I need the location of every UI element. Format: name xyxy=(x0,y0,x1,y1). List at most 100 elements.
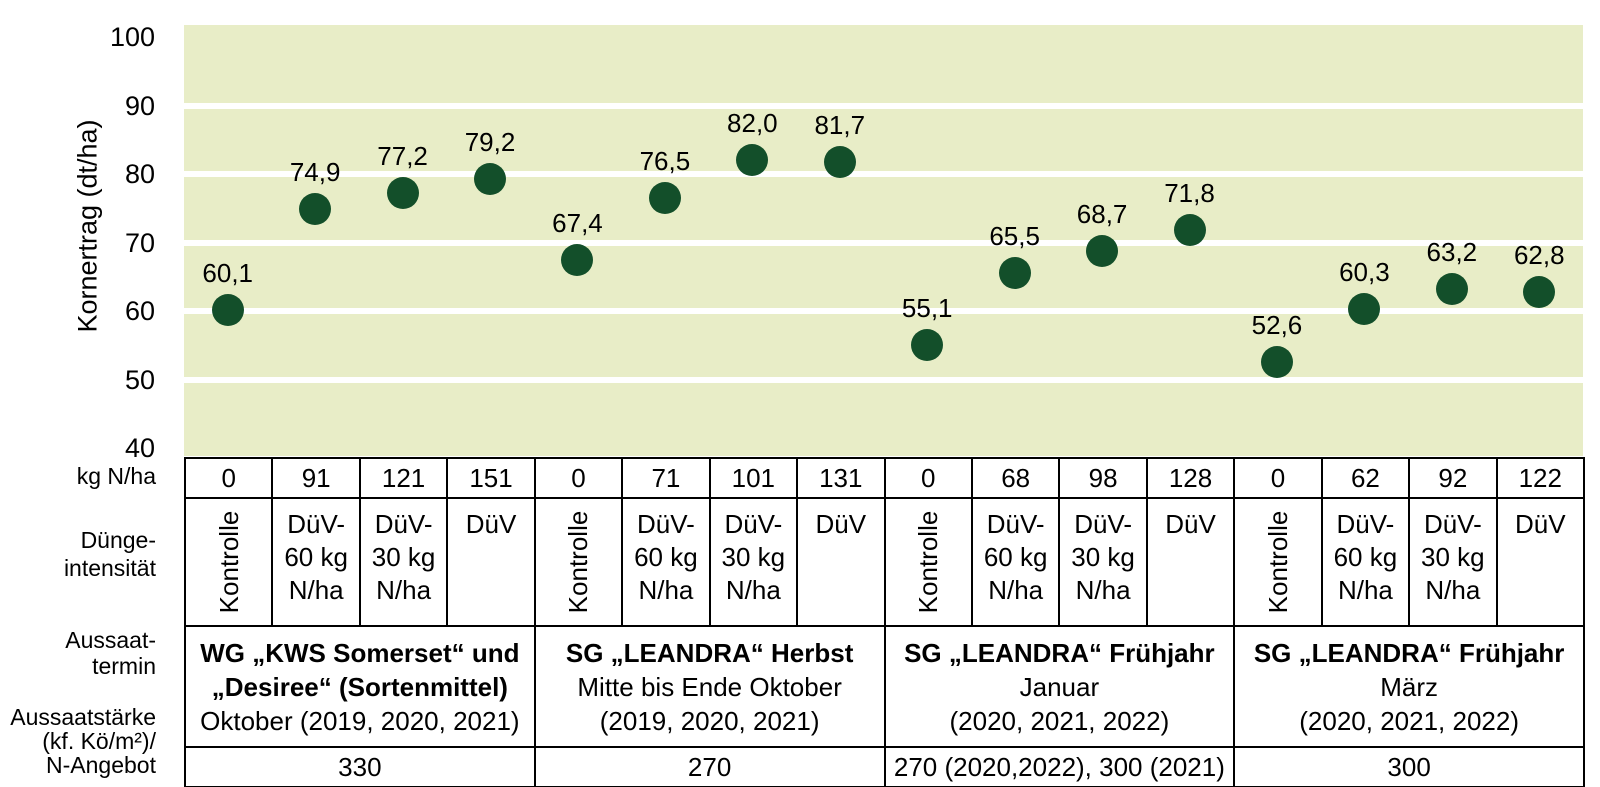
data-point-label: 68,7 xyxy=(1076,199,1128,230)
rotated-intensity-label: Kontrolle xyxy=(563,510,594,614)
intensity-cell: Kontrolle xyxy=(533,497,624,627)
data-point xyxy=(1173,214,1206,247)
data-point-label: 65,5 xyxy=(989,221,1040,252)
intensity-cell: Kontrolle xyxy=(1233,497,1323,627)
y-tick-50: 50 xyxy=(124,364,155,395)
intensity-cell: DüV xyxy=(1145,497,1236,627)
data-point xyxy=(823,146,856,179)
row-label-seed-rate: Aussaatstärke (kf. Kö/m²)/N-Angebot xyxy=(10,704,156,778)
data-point xyxy=(1348,292,1381,325)
rotated-intensity-label: Kontrolle xyxy=(1262,510,1293,614)
n-rate-cell: 0 xyxy=(1233,457,1323,499)
sowing-date-cell: SG „LEANDRA“ Frühjahr März (2020, 2021, 20… xyxy=(1233,625,1585,748)
data-point-label: 67,4 xyxy=(552,208,603,239)
intensity-cell: DüV- 60 kg N/ha xyxy=(1320,497,1411,627)
intensity-cell: DüV xyxy=(446,497,536,627)
gridline-60 xyxy=(184,308,1583,314)
n-rate-cell: 91 xyxy=(271,457,361,499)
y-tick-80: 80 xyxy=(124,159,155,189)
intensity-cell: DüV- 30 kg N/ha xyxy=(1058,497,1148,627)
data-point xyxy=(736,144,769,177)
gridline-70 xyxy=(184,239,1583,246)
n-rate-cell: 62 xyxy=(1320,457,1411,499)
n-rate-cell: 68 xyxy=(970,457,1061,499)
data-point xyxy=(561,244,594,277)
data-point-label: 79,2 xyxy=(464,127,516,158)
n-rate-cell: 128 xyxy=(1145,457,1236,499)
data-point-label: 62,8 xyxy=(1513,239,1565,270)
n-rate-cell: 131 xyxy=(796,457,886,499)
row-label-sowing-date: Aussaat-termin xyxy=(65,627,156,679)
data-point xyxy=(299,192,332,225)
sowing-date-title: WG „KWS Somerset“ und xyxy=(200,637,520,668)
y-tick-60: 60 xyxy=(124,296,155,326)
intensity-cell: Kontrolle xyxy=(883,497,973,627)
data-point-label: 60,1 xyxy=(202,258,254,289)
seed-rate-cell: 270 xyxy=(533,746,886,787)
sowing-date-title: SG „LEANDRA“ Frühjahr xyxy=(1253,637,1565,668)
row-label-intensity: Dünge-intensität xyxy=(63,527,156,581)
seed-rate-cell: 330 xyxy=(184,746,536,787)
gridline-50 xyxy=(184,376,1583,383)
n-rate-cell: 92 xyxy=(1408,457,1498,499)
intensity-cell: DüV- 60 kg N/ha xyxy=(970,497,1061,627)
rotated-intensity-label: Kontrolle xyxy=(913,510,944,614)
data-point-label: 63,2 xyxy=(1426,237,1478,268)
n-rate-cell: 151 xyxy=(446,457,536,499)
data-point-label: 82,0 xyxy=(727,108,778,139)
intensity-cell: DüV xyxy=(796,497,886,627)
intensity-cell: DüV- 60 kg N/ha xyxy=(621,497,711,627)
intensity-cell: DüV- 30 kg N/ha xyxy=(708,497,799,627)
data-point xyxy=(648,181,681,214)
data-point-label: 77,2 xyxy=(377,141,428,172)
intensity-cell: DüV- 30 kg N/ha xyxy=(1408,497,1498,627)
data-point xyxy=(1086,235,1119,268)
data-point-label: 52,6 xyxy=(1251,309,1303,340)
data-point-label: 76,5 xyxy=(639,145,691,176)
data-point-label: 60,3 xyxy=(1339,256,1390,287)
sowing-date-title: SG „LEANDRA“ Herbst xyxy=(565,637,854,668)
data-point xyxy=(1435,273,1468,306)
data-point xyxy=(386,177,419,210)
intensity-cell: DüV xyxy=(1495,497,1586,627)
intensity-cell: DüV- 30 kg N/ha xyxy=(358,497,449,627)
intensity-cell: DüV- 60 kg N/ha xyxy=(271,497,361,627)
n-rate-cell: 98 xyxy=(1058,457,1148,499)
treatment-table: 0 91 121 151 0 71 101 131 0 68 98 128 0 62 92 122 Kontro… xyxy=(183,457,1586,787)
data-point-label: 74,9 xyxy=(289,156,341,187)
sowing-date-cell: SG „LEANDRA“ Herbst Mitte bis Ende Oktobe… xyxy=(533,625,886,748)
y-tick-40: 40 xyxy=(124,433,155,463)
sowing-date-cell: SG „LEANDRA“ Frühjahr Januar (2020, 2021, … xyxy=(883,625,1236,748)
y-tick-70: 70 xyxy=(124,227,155,258)
n-rate-cell: 101 xyxy=(708,457,799,499)
data-point-label: 55,1 xyxy=(901,292,953,323)
sowing-date-cell: WG „KWS Somerset“ und „Desiree“ (Sortenmi… xyxy=(184,625,536,748)
n-rate-cell: 121 xyxy=(358,457,449,499)
row-label-n-rate: kg N/ha xyxy=(76,463,156,489)
y-tick-100: 100 xyxy=(109,22,155,52)
n-rate-cell: 0 xyxy=(533,457,624,499)
sowing-date-title: SG „LEANDRA“ Frühjahr xyxy=(904,637,1215,668)
data-point xyxy=(1260,345,1293,378)
n-rate-cell: 0 xyxy=(183,457,274,499)
data-point-label: 81,7 xyxy=(814,110,866,141)
gridline-80 xyxy=(184,171,1583,177)
data-point xyxy=(911,328,944,361)
data-point xyxy=(474,163,507,196)
y-axis-title: Kornertrag (dt/ha) xyxy=(72,119,103,333)
n-rate-cell: 71 xyxy=(621,457,711,499)
data-point-label: 71,8 xyxy=(1164,178,1215,209)
data-point xyxy=(1523,275,1556,308)
y-tick-90: 90 xyxy=(124,90,155,121)
gridline-90 xyxy=(184,102,1583,109)
seed-rate-cell: 300 xyxy=(1233,746,1585,787)
data-point xyxy=(211,294,244,327)
sowing-date-title: „Desiree“ (Sortenmittel) xyxy=(211,671,508,702)
intensity-cell: Kontrolle xyxy=(183,497,274,627)
rotated-intensity-label: Kontrolle xyxy=(213,510,244,614)
seed-rate-cell: 270 (2020,2022), 300 (2021) xyxy=(883,746,1236,787)
n-rate-cell: 0 xyxy=(883,457,973,499)
n-rate-cell: 122 xyxy=(1495,457,1586,499)
data-point xyxy=(998,257,1031,290)
